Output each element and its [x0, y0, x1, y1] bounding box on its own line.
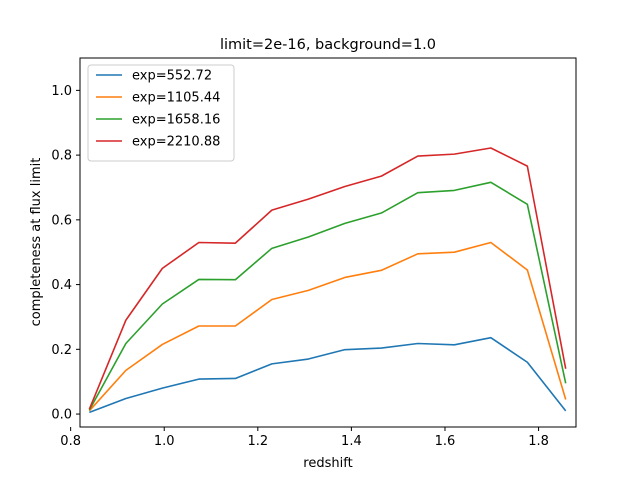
legend-label: exp=2210.88: [132, 135, 220, 150]
x-axis-label: redshift: [303, 456, 352, 471]
y-tick-label: 1.0: [51, 84, 72, 99]
y-axis-label: completeness at flux limit: [29, 158, 44, 327]
y-tick-label: 0.4: [51, 278, 72, 293]
y-tick-label: 0.6: [51, 213, 72, 228]
x-tick-label: 0.8: [60, 434, 81, 449]
y-tick-label: 0.8: [51, 149, 72, 164]
x-tick-label: 1.4: [341, 434, 362, 449]
series-line: [88, 147, 567, 410]
legend-box: [87, 64, 235, 162]
series-line: [88, 181, 567, 411]
legend-label: exp=1105.44: [132, 91, 220, 106]
series-line: [89, 336, 567, 414]
y-axis: 0.0 0.2 0.4 0.6 0.8 1.0: [51, 84, 80, 423]
x-axis: 0.8 1.0 1.2 1.4 1.6 1.8: [60, 427, 549, 449]
x-tick-label: 1.2: [247, 434, 268, 449]
plot-area: [88, 147, 567, 414]
axes-frame: [79, 57, 577, 428]
series-line: [88, 241, 567, 412]
chart-title: limit=2e-16, background=1.0: [220, 37, 436, 53]
y-tick-label: 0.0: [51, 408, 72, 423]
legend: exp=552.72 exp=1105.44 exp=1658.16 exp=2210…: [87, 64, 235, 162]
x-tick-label: 1.8: [528, 434, 549, 449]
legend-label: exp=1658.16: [132, 113, 220, 128]
y-tick-label: 0.2: [51, 343, 72, 358]
legend-label: exp=552.72: [132, 69, 212, 84]
x-tick-label: 1.6: [435, 434, 456, 449]
x-tick-label: 1.0: [154, 434, 175, 449]
